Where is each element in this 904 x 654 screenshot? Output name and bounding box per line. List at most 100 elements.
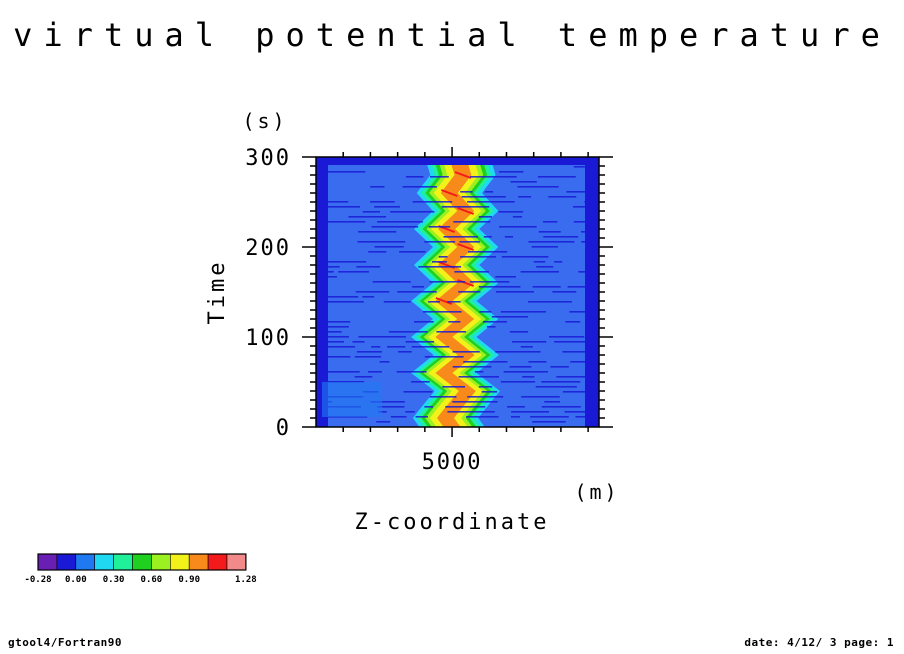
x-axis-label: Z-coordinate <box>355 510 550 535</box>
field-streak <box>483 236 492 238</box>
field-streak <box>562 351 589 353</box>
field-streak <box>460 256 497 258</box>
field-streak <box>452 401 498 403</box>
field-streak <box>510 181 537 183</box>
field-streak <box>495 351 541 353</box>
field-streak <box>374 246 404 248</box>
field-streak <box>412 286 424 288</box>
field-streak <box>573 221 589 223</box>
colorbar-swatch <box>56 553 77 571</box>
field-streak <box>399 251 426 253</box>
field-streak <box>556 376 589 378</box>
field-streak <box>370 401 405 403</box>
lower-patch <box>322 382 382 417</box>
field-streak <box>565 321 581 323</box>
field-streak <box>348 216 387 218</box>
field-streak <box>573 206 589 208</box>
field-streak <box>368 371 382 373</box>
field-streak <box>581 231 589 233</box>
field-streak <box>397 291 437 293</box>
field-streak <box>518 196 532 198</box>
field-streak <box>362 211 380 213</box>
field-streak <box>531 246 558 248</box>
field-streak <box>322 381 365 383</box>
field-streak <box>322 331 342 333</box>
field-streak <box>423 311 462 313</box>
field-streak <box>376 421 391 423</box>
field-streak <box>507 406 525 408</box>
field-streak <box>569 161 580 163</box>
field-streak <box>322 371 360 373</box>
field-streak <box>372 281 411 283</box>
plot-area <box>302 147 613 437</box>
field-streak <box>512 216 523 218</box>
field-streak <box>322 221 366 223</box>
edge-band-left <box>316 157 328 427</box>
plume-core-mark <box>457 243 475 251</box>
field-streak <box>412 201 453 203</box>
field-streak <box>447 411 495 413</box>
chart-title: virtual potential temperature <box>13 16 891 54</box>
field-streak <box>536 266 554 268</box>
field-streak <box>374 206 400 208</box>
field-streak <box>491 316 529 318</box>
field-streak <box>453 221 491 223</box>
field-streak <box>322 266 340 268</box>
field-streak <box>322 296 359 298</box>
plume-core-mark <box>435 297 453 305</box>
field-streak <box>500 311 546 313</box>
field-streak <box>511 411 549 413</box>
field-streak <box>429 281 466 283</box>
field-streak <box>567 286 589 288</box>
field-streak <box>512 341 547 343</box>
field-streak <box>587 306 589 308</box>
field-streak <box>383 301 411 303</box>
field-streak <box>478 386 493 388</box>
field-streak <box>573 166 585 168</box>
x-tick-label: 5000 <box>422 450 483 475</box>
field-streak <box>322 301 364 303</box>
field-streak <box>498 211 524 213</box>
plume-core-mark <box>454 171 472 179</box>
field-streak <box>504 236 513 238</box>
field-streak <box>466 416 499 418</box>
field-streak <box>390 211 435 213</box>
field-streak <box>521 396 560 398</box>
colorbar-label: -0.28 <box>24 575 51 585</box>
field-streak <box>474 371 484 373</box>
field-streak <box>554 341 588 343</box>
field-streak <box>356 266 381 268</box>
field-streak <box>402 186 437 188</box>
field-streak <box>458 291 481 293</box>
footer-left: gtool4/Fortran90 <box>8 636 122 649</box>
field-streak <box>562 391 589 393</box>
field-streak <box>379 361 390 363</box>
plume-core-mark <box>457 207 475 215</box>
field-streak <box>322 346 356 348</box>
field-streak <box>438 256 448 258</box>
field-streak <box>411 346 450 348</box>
field-streak <box>388 331 428 333</box>
colorbar: -0.28 0.00 0.30 0.60 0.90 1.28 <box>24 553 257 585</box>
field-streak <box>541 381 581 383</box>
top-band <box>316 157 599 165</box>
field-streak <box>445 406 486 408</box>
field-streak <box>463 361 508 363</box>
field-streak <box>570 361 589 363</box>
field-streak <box>564 411 589 413</box>
field-streak <box>405 176 424 178</box>
field-streak <box>415 416 428 418</box>
field-streak <box>396 371 427 373</box>
colorbar-swatch <box>170 553 190 571</box>
field-streak <box>357 241 406 243</box>
y-tick-label: 200 <box>245 236 291 261</box>
field-streak <box>338 271 369 273</box>
field-streak <box>459 241 480 243</box>
colorbar-swatch <box>132 553 152 571</box>
field-streak <box>368 251 387 253</box>
field-streak <box>424 406 433 408</box>
y-tick-label: 300 <box>245 146 291 171</box>
x-tick-labels: 5000 <box>422 450 483 475</box>
field-streak <box>535 386 577 388</box>
